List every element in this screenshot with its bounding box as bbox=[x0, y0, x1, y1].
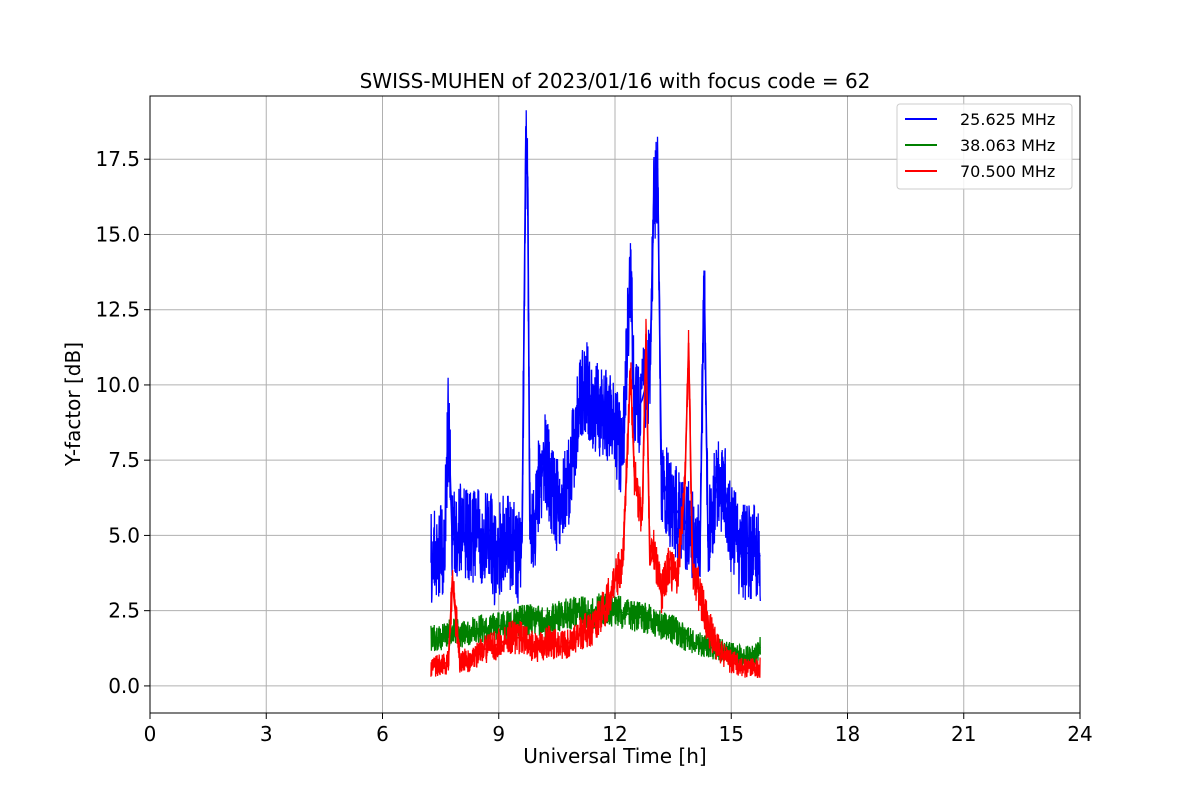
y-axis-label: Y-factor [dB] bbox=[61, 342, 85, 467]
y-tick-label: 17.5 bbox=[95, 147, 140, 171]
y-tick-label: 7.5 bbox=[108, 448, 140, 472]
series-anchor-line-3 bbox=[430, 333, 761, 669]
legend: 25.625 MHz 38.063 MHz 70.500 MHz bbox=[896, 103, 1073, 190]
x-tick-label: 3 bbox=[260, 722, 273, 746]
y-tick-label: 5.0 bbox=[108, 523, 140, 547]
chart-title: SWISS-MUHEN of 2023/01/16 with focus cod… bbox=[360, 69, 871, 93]
x-tick-label: 24 bbox=[1067, 722, 1092, 746]
x-tick-label: 18 bbox=[835, 722, 860, 746]
y-tick-label: 12.5 bbox=[95, 298, 140, 322]
x-tick-label: 12 bbox=[602, 722, 627, 746]
legend-label: 25.625 MHz bbox=[960, 110, 1055, 129]
legend-box bbox=[896, 103, 1073, 190]
x-tick-label: 21 bbox=[951, 722, 976, 746]
series-layer bbox=[430, 110, 761, 678]
legend-label: 38.063 MHz bbox=[960, 136, 1055, 155]
y-tick-label: 10.0 bbox=[95, 373, 140, 397]
x-tick-label: 15 bbox=[719, 722, 744, 746]
legend-label: 70.500 MHz bbox=[960, 162, 1055, 181]
y-tick-label: 15.0 bbox=[95, 222, 140, 246]
x-tick-label: 9 bbox=[492, 722, 505, 746]
x-tick-label: 6 bbox=[376, 722, 389, 746]
x-tick-label: 0 bbox=[144, 722, 157, 746]
tick-layer: 0 3 6 9 12 15 18 21 24 0.0 2.5 5.0 7.5 10.0 12.5 15.0 17… bbox=[95, 147, 1092, 746]
y-tick-label: 0.0 bbox=[108, 674, 140, 698]
series-line-3 bbox=[430, 318, 761, 678]
series-anchor-line-1 bbox=[430, 126, 761, 566]
x-axis-label: Universal Time [h] bbox=[523, 744, 706, 768]
y-tick-label: 2.5 bbox=[108, 599, 140, 623]
